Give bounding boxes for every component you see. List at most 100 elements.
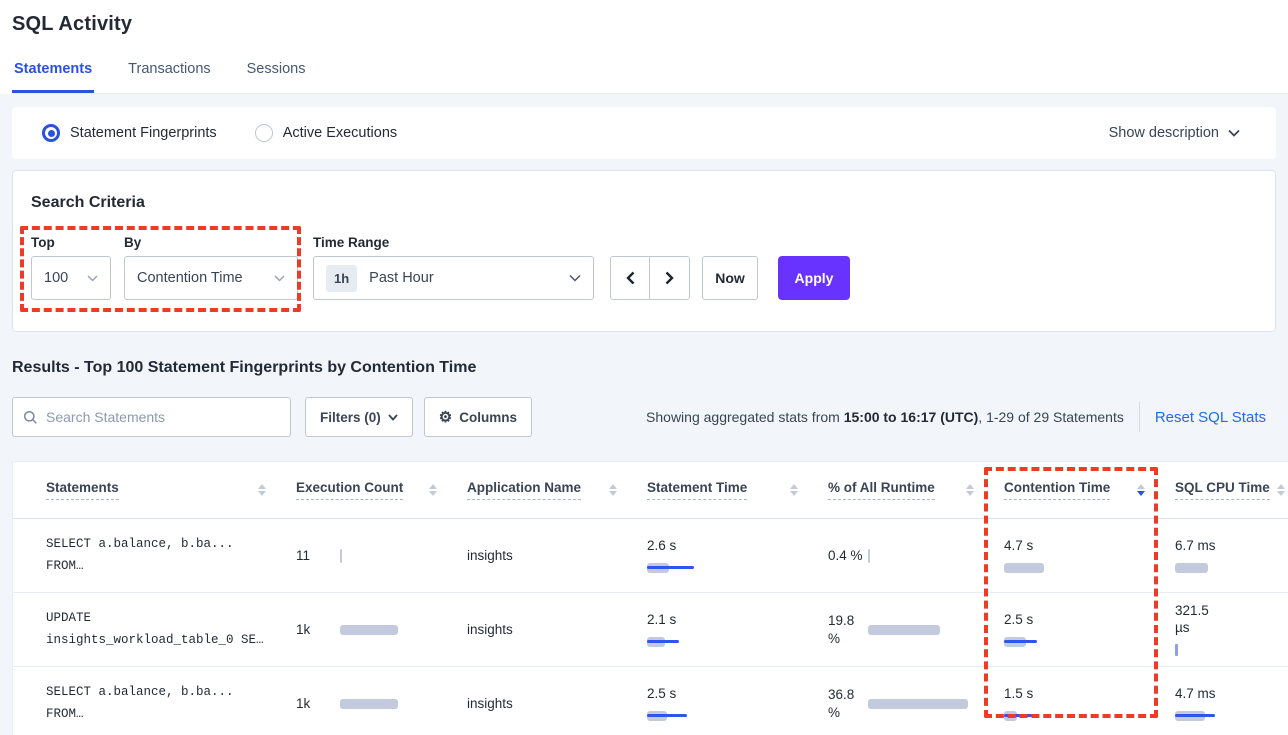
statement-fingerprint-link[interactable]: SELECT a.balance, b.ba... — [46, 536, 234, 551]
column-label: Statement Time — [647, 480, 748, 500]
cell-runtime-percent: 19.8 % — [828, 612, 1004, 648]
sort-icon[interactable] — [966, 484, 974, 496]
column-header-sql_cpu_time[interactable]: SQL CPU Time — [1175, 480, 1288, 500]
cell-bar — [868, 623, 980, 637]
page-title: SQL Activity — [12, 13, 133, 35]
cell-application-name: insights — [467, 622, 513, 637]
cell-bar — [647, 635, 679, 649]
radio-active-executions[interactable]: Active Executions — [254, 124, 397, 142]
sort-icon[interactable] — [1277, 484, 1285, 496]
apply-button[interactable]: Apply — [778, 256, 850, 300]
bar-gray — [340, 698, 398, 709]
sort-icon[interactable] — [429, 484, 437, 496]
gear-icon: ⚙ — [438, 408, 453, 426]
show-description-toggle[interactable]: Show description — [1109, 125, 1240, 141]
cell-value: 4.7 s — [1004, 537, 1034, 553]
statement-fingerprint-link[interactable]: UPDATE — [46, 610, 92, 625]
column-label: % of All Runtime — [828, 480, 935, 500]
column-header-runtime_pct[interactable]: % of All Runtime — [828, 480, 1004, 500]
cell-runtime-percent: 0.4 % — [828, 547, 1004, 565]
tab-transactions[interactable]: Transactions — [128, 61, 211, 77]
table-row[interactable]: UPDATE insights_workload_table_0 SE… 1k ins… — [13, 593, 1288, 667]
sort-icon[interactable] — [1137, 484, 1145, 496]
sort-icon[interactable] — [790, 484, 798, 496]
sort-icon[interactable] — [609, 484, 617, 496]
chevron-down-icon — [1228, 129, 1240, 137]
cell-value: 0.4 % — [828, 547, 863, 563]
by-label: By — [124, 235, 142, 250]
chevron-down-icon — [87, 274, 98, 282]
now-button[interactable]: Now — [702, 256, 758, 300]
column-header-contention_time[interactable]: Contention Time — [1004, 480, 1175, 500]
by-select[interactable]: Contention Time — [124, 256, 298, 300]
bar-gray — [868, 698, 968, 709]
cell-statement: SELECT a.balance, b.ba... FROM… — [46, 534, 296, 578]
divider — [1138, 402, 1140, 432]
aggregated-stats-text: Showing aggregated stats from 15:00 to 1… — [646, 409, 1124, 425]
table-row[interactable]: SELECT a.balance, b.ba... FROM… 1k insights… — [13, 667, 1288, 735]
search-statements-input[interactable] — [46, 409, 280, 425]
cell-value: 4.7 ms — [1175, 685, 1216, 701]
bar-gray — [340, 624, 398, 635]
cell-contention-time: 2.5 s — [1004, 611, 1175, 649]
table-row[interactable]: SELECT a.balance, b.ba... FROM… 11 insights… — [13, 519, 1288, 593]
column-header-application_name[interactable]: Application Name — [467, 480, 647, 500]
statements-table: Statements Execution Count Application Nam… — [12, 461, 1288, 735]
time-pager — [610, 256, 690, 300]
cell-bar — [1004, 635, 1037, 649]
statement-fingerprint-link[interactable]: SELECT a.balance, b.ba... — [46, 684, 234, 699]
by-field: By Contention Time — [124, 235, 313, 300]
tab-statements[interactable]: Statements — [12, 61, 95, 93]
page-header: SQL Activity Statements Transactions Ses… — [0, 0, 1288, 94]
column-header-statements[interactable]: Statements — [46, 480, 296, 500]
cell-execution-count: 1k — [296, 695, 467, 713]
search-statements-box[interactable] — [12, 397, 291, 437]
cell-execution-count: 11 — [296, 547, 467, 565]
radio-unselected-icon[interactable] — [254, 124, 273, 142]
bar-tick — [868, 548, 870, 563]
tab-bar: Statements Transactions Sessions — [12, 61, 1288, 94]
bar-gray — [868, 624, 940, 635]
chevron-down-icon — [388, 413, 398, 421]
statement-fingerprint-link[interactable]: FROM… — [46, 706, 84, 721]
cell-bar — [340, 697, 443, 711]
column-label: Contention Time — [1004, 480, 1111, 500]
cell-value: 6.7 ms — [1175, 537, 1216, 553]
cell-bar — [1004, 561, 1044, 575]
view-toggle-bar: Statement Fingerprints Active Executions… — [12, 107, 1276, 159]
column-header-statement_time[interactable]: Statement Time — [647, 480, 828, 500]
by-select-value: Contention Time — [137, 270, 243, 286]
next-time-button[interactable] — [650, 257, 689, 299]
bar-tick — [340, 548, 342, 563]
bar-gray — [1004, 562, 1044, 573]
statement-fingerprint-link[interactable]: insights_workload_table_0 SE… — [46, 632, 264, 647]
cell-statement-time: 2.1 s — [647, 611, 828, 649]
bar-gray — [1175, 562, 1208, 573]
statement-fingerprint-link[interactable]: FROM… — [46, 558, 84, 573]
cell-statement-time: 2.5 s — [647, 685, 828, 723]
radio-statement-fingerprints[interactable]: Statement Fingerprints — [42, 124, 217, 142]
cell-value: 2.6 s — [647, 537, 677, 553]
cell-sql-cpu-time: 6.7 ms — [1175, 537, 1288, 575]
time-range-select[interactable]: 1h Past Hour — [313, 256, 594, 300]
reset-sql-stats-link[interactable]: Reset SQL Stats — [1154, 408, 1266, 426]
tab-sessions[interactable]: Sessions — [246, 61, 306, 77]
search-criteria-panel: Search Criteria Top 100 By Contention Ti… — [12, 170, 1276, 332]
sort-icon[interactable] — [258, 484, 266, 496]
filters-button[interactable]: Filters (0) — [305, 397, 413, 437]
top-select-value: 100 — [44, 270, 69, 286]
time-range-label: Time Range — [313, 235, 390, 250]
radio-selected-icon[interactable] — [42, 124, 60, 142]
cell-value: 321.5 µs — [1175, 603, 1209, 635]
cell-value: 19.8 % — [828, 612, 855, 646]
search-criteria-title: Search Criteria — [31, 194, 145, 211]
previous-time-button[interactable] — [611, 257, 650, 299]
cell-sql-cpu-time: 321.5 µs — [1175, 602, 1288, 657]
top-label: Top — [31, 235, 55, 250]
bar-blue — [1175, 714, 1215, 717]
cell-application-name: insights — [467, 548, 513, 563]
top-select[interactable]: 100 — [31, 256, 111, 300]
column-header-execution_count[interactable]: Execution Count — [296, 480, 467, 500]
top-field: Top 100 — [31, 235, 111, 300]
columns-button[interactable]: ⚙ Columns — [423, 397, 532, 437]
